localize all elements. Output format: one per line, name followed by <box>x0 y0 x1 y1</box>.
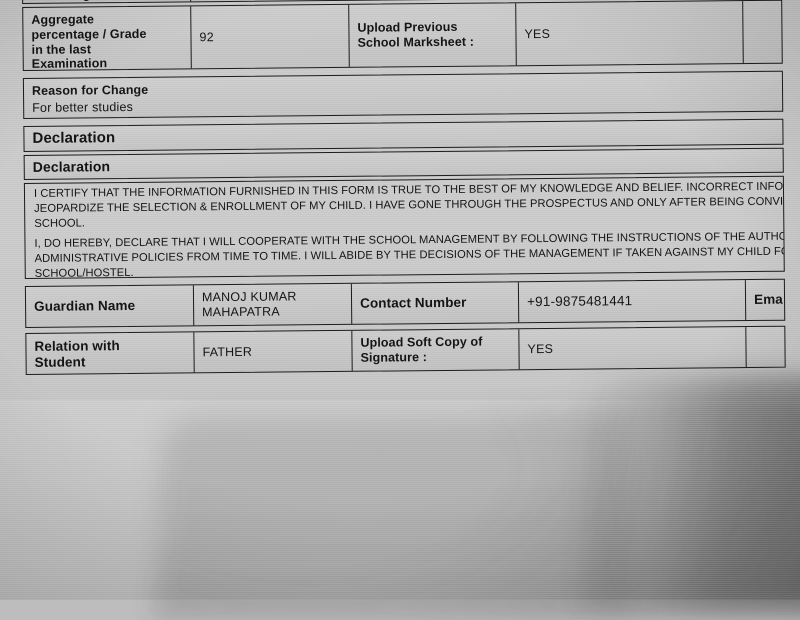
upload-signature-label-line-2: Signature : <box>360 349 428 365</box>
upload-signature-label-line-1: Upload Soft Copy of <box>360 334 483 350</box>
email-label-text: Ema <box>753 291 783 308</box>
guardian-name-label: Guardian Name <box>26 285 193 327</box>
upload-marksheet-value-text: YES <box>524 26 551 41</box>
upload-marksheet-label-line-1: Upload Previous <box>357 20 458 36</box>
relation-label-line-2: Student <box>34 354 86 370</box>
aggregate-label-line-2: percentage / Grade <box>31 26 147 42</box>
relation-value: FATHER <box>193 330 352 373</box>
aggregate-label-line-1: Aggregate <box>31 12 95 27</box>
table-row-declaration-header-1: Declaration <box>23 118 784 152</box>
email-label: Ema <box>744 279 787 321</box>
reason-for-change-value: For better studies <box>32 99 134 115</box>
upload-marksheet-value: YES <box>515 1 743 66</box>
table-row-declaration-header-2: Declaration <box>23 147 785 180</box>
relation-label: Relation with Student <box>26 332 193 374</box>
attending-label-text: Attending <box>31 0 90 2</box>
declaration-header-2-text: Declaration <box>32 158 111 176</box>
guardian-name-line-1: MANOJ KUMAR <box>201 289 297 305</box>
guardian-name-label-text: Guardian Name <box>34 297 136 314</box>
contact-number-label: Contact Number <box>350 282 519 324</box>
aggregate-value-text: 92 <box>199 29 214 44</box>
paper-surface <box>0 0 800 400</box>
upload-marksheet-label: Upload Previous School Marksheet : <box>348 3 516 67</box>
relation-cell-5 <box>745 326 787 368</box>
contact-number-value-text: +91-9875481441 <box>526 293 633 310</box>
guardian-name-value: MANOJ KUMAR MAHAPATRA <box>192 283 352 326</box>
reason-for-change-label: Reason for Change <box>31 82 149 98</box>
relation-value-text: FATHER <box>202 344 253 359</box>
upload-marksheet-label-line-2: School Marksheet : <box>357 34 475 50</box>
table-row-relation: Relation with Student FATHER Upload Soft… <box>25 325 787 375</box>
reason-for-change-cell: Reason for Change For better studies <box>24 72 784 118</box>
declaration-header-1-text: Declaration <box>32 129 116 148</box>
contact-number-label-text: Contact Number <box>359 294 467 311</box>
aggregate-value: 92 <box>190 4 349 69</box>
table-row-guardian: Guardian Name MANOJ KUMAR MAHAPATRA Cont… <box>24 278 787 328</box>
upload-signature-label: Upload Soft Copy of Signature : <box>351 329 519 371</box>
contact-number-value: +91-9875481441 <box>517 280 746 323</box>
declaration-header-1: Declaration <box>24 120 784 151</box>
relation-label-line-1: Relation with <box>34 338 120 354</box>
declaration-body: I CERTIFY THAT THE INFORMATION FURNISHED… <box>23 175 785 279</box>
upload-signature-value-text: YES <box>527 341 554 356</box>
hand-shadow-right <box>580 375 800 610</box>
hand-shadow-soft <box>160 415 630 615</box>
attending-label: Attending <box>23 0 190 3</box>
guardian-name-line-2: MAHAPATRA <box>202 304 280 320</box>
attending-value: BHUBANESWAR <box>190 0 349 2</box>
declaration-header-2: Declaration <box>25 149 785 179</box>
table-row-aggregate: Aggregate percentage / Grade in the last… <box>22 0 784 72</box>
upload-signature-value: YES <box>518 327 746 370</box>
hand-shadow-blob <box>150 400 800 620</box>
attending-value-text: BHUBANESWAR <box>199 0 299 1</box>
aggregate-label-line-4: Examination <box>31 56 108 72</box>
table-row-reason-for-change: Reason for Change For better studies <box>22 70 784 119</box>
admission-form-sheet: Attending BHUBANESWAR Aggregate percenta… <box>22 0 800 396</box>
aggregate-label-line-3: in the last <box>31 41 92 57</box>
aggregate-label: Aggregate percentage / Grade in the last… <box>23 6 191 72</box>
aggregate-cell-5 <box>742 0 784 64</box>
